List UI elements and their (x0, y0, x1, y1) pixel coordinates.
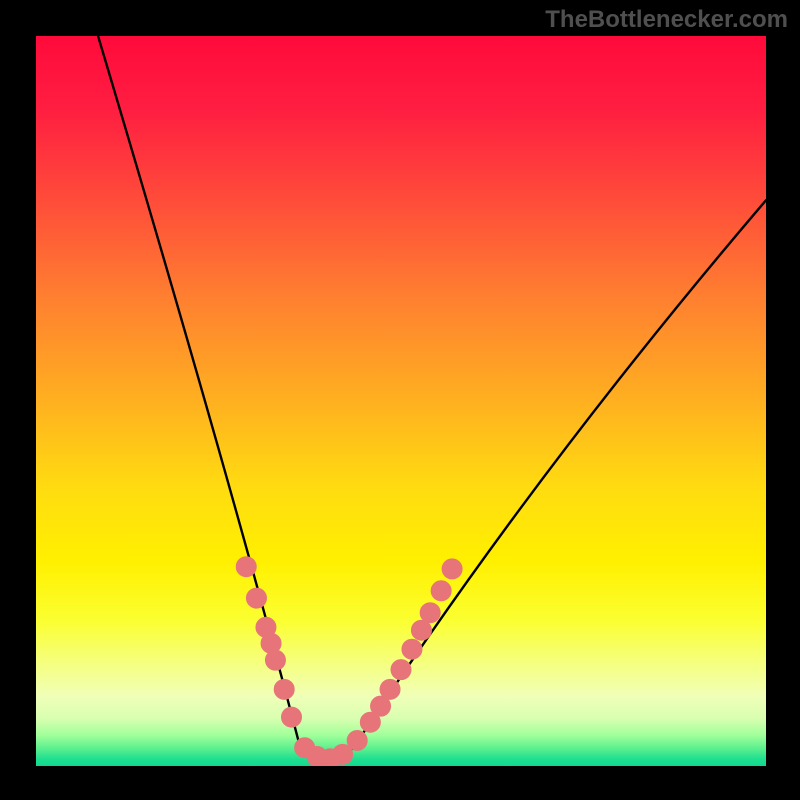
data-point (411, 620, 431, 640)
data-point (274, 679, 294, 699)
data-point (265, 650, 285, 670)
data-point (236, 557, 256, 577)
data-point (442, 559, 462, 579)
data-point (402, 639, 422, 659)
data-point (246, 588, 266, 608)
data-point (380, 679, 400, 699)
data-point (431, 581, 451, 601)
data-point (420, 603, 440, 623)
data-point (347, 730, 367, 750)
bottleneck-chart (0, 0, 800, 800)
data-point (282, 707, 302, 727)
data-point (391, 660, 411, 680)
watermark-text: TheBottlenecker.com (545, 6, 788, 34)
gradient-background (36, 36, 766, 766)
chart-frame: TheBottlenecker.com (0, 0, 800, 800)
